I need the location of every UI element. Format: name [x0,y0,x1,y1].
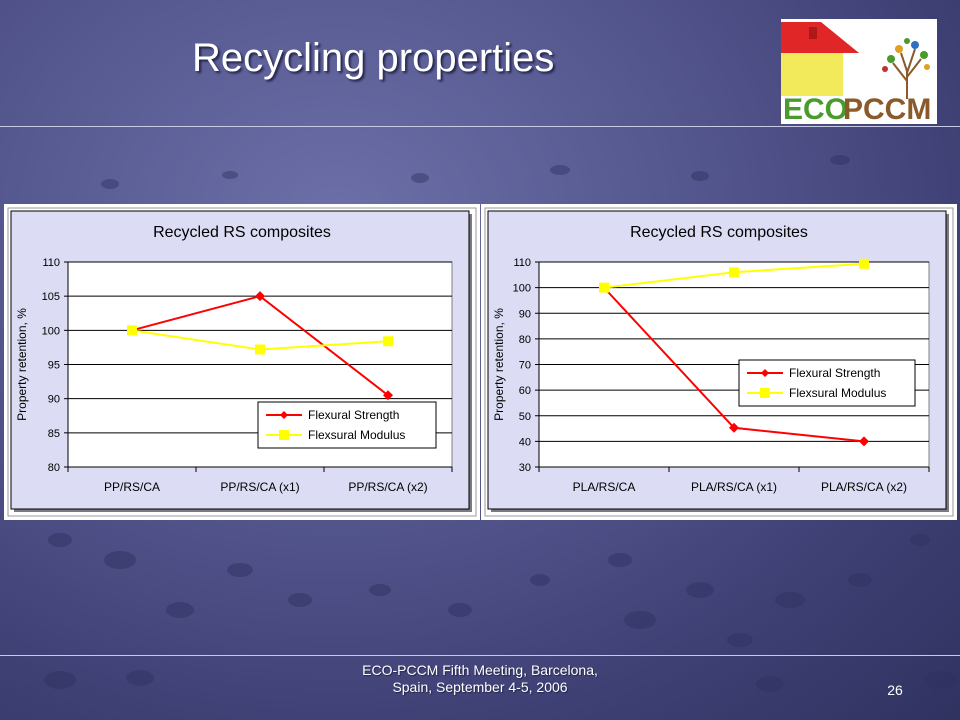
logo-pccm-text: PCCM [843,93,931,124]
data-point-flexural-modulus [127,325,137,336]
chart-outer-border [484,207,954,517]
y-tick-label: 50 [519,411,531,423]
legend-label: Flexsural Modulus [789,386,886,400]
title-divider [0,126,960,127]
y-tick-label: 85 [48,428,60,440]
chart-panel-pp: Recycled RS composites 80 85 90 95 100 105 110 P… [4,204,480,520]
legend-box [257,401,437,449]
footer-divider [0,655,960,656]
x-tick-label: PLA/RS/CA (x1) [691,480,777,494]
data-point-flexural-strength [255,291,265,302]
chart-outer-border [7,207,477,517]
y-tick-label: 30 [519,462,531,474]
data-point-flexural-modulus [729,267,739,278]
page-number: 26 [887,682,903,698]
legend-label: Flexsural Modulus [308,428,405,442]
house-wall-shape [781,51,843,96]
data-point-flexural-strength [383,390,393,401]
tree-icon [892,48,922,99]
y-tick-label: 100 [42,325,60,337]
data-point-flexural-modulus [599,282,609,293]
chart-pp-rs-composites: Recycled RS composites 80 85 90 95 100 105 110 P… [4,204,480,520]
x-tick-label: PLA/RS/CA [573,480,636,494]
chart-title: Recycled RS composites [630,224,808,241]
data-point-flexural-modulus [859,258,869,269]
legend-marker-square [760,388,770,398]
y-tick-label: 105 [42,291,60,303]
y-axis-label: Property retention, % [492,308,506,421]
x-tick-label: PP/RS/CA (x1) [220,480,299,494]
legend-label: Flexural Strength [308,408,399,422]
legend-marker-diamond [761,369,769,377]
x-tick-label: PP/RS/CA (x2) [348,480,427,494]
y-tick-label: 70 [519,360,531,372]
legend-marker-diamond [280,411,288,419]
y-tick-label: 110 [513,257,531,269]
house-roof-shape [781,22,859,53]
y-tick-label: 95 [48,360,60,372]
y-tick-label: 60 [519,385,531,397]
data-point-flexural-modulus [383,336,393,347]
footer-line-1: ECO-PCCM Fifth Meeting, Barcelona, [362,662,598,678]
legend-marker-square [279,430,289,440]
footer-line-2: Spain, September 4-5, 2006 [392,679,568,695]
data-point-flexural-strength [729,422,739,433]
data-point-flexural-modulus [255,344,265,355]
chart-pla-rs-composites: Recycled RS composites 30 40 50 60 70 80 90 100 1… [481,204,957,520]
y-tick-label: 110 [42,257,60,269]
legend-label: Flexural Strength [789,366,880,380]
y-tick-label: 100 [513,283,531,295]
eco-pccm-logo: ECO PCCM [781,19,937,124]
y-tick-label: 40 [519,436,531,448]
x-tick-label: PLA/RS/CA (x2) [821,480,907,494]
slide-title: Recycling properties [192,36,555,80]
y-tick-label: 90 [48,394,60,406]
y-tick-label: 80 [519,334,531,346]
legend-box [738,359,916,407]
x-tick-label: PP/RS/CA [104,480,160,494]
data-point-flexural-strength [859,436,869,447]
chart-panel-pla: Recycled RS composites 30 40 50 60 70 80 90 100 1… [481,204,957,520]
y-axis-label: Property retention, % [15,308,29,421]
y-tick-label: 80 [48,462,60,474]
y-tick-label: 90 [519,308,531,320]
logo-eco-text: ECO [783,93,848,124]
chart-title: Recycled RS composites [153,224,331,241]
footer-text: ECO-PCCM Fifth Meeting, Barcelona, Spain… [300,662,660,696]
